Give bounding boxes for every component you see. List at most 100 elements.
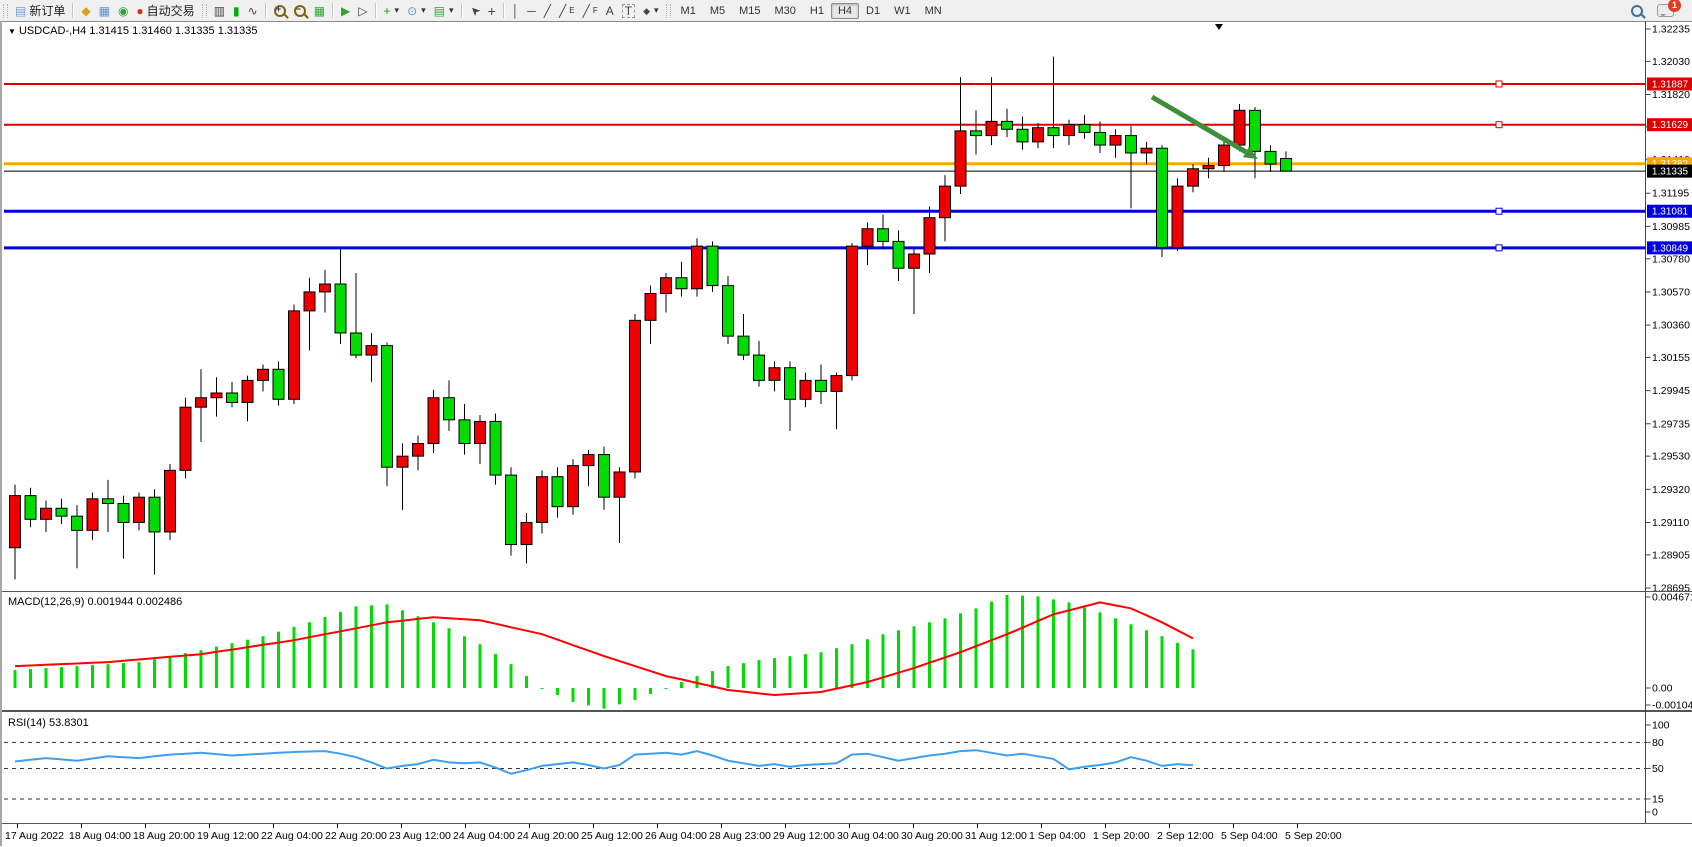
candle-body [1140, 147, 1153, 154]
bar-chart-button[interactable]: ▥ [210, 1, 229, 20]
periods-button[interactable]: ⊙ ▾ [403, 1, 430, 20]
time-tick [1041, 824, 1042, 828]
macd-bar [788, 656, 792, 688]
cursor-button[interactable]: ➤ [466, 1, 484, 20]
search-icon[interactable] [1631, 4, 1643, 17]
timeframe-w1[interactable]: W1 [894, 4, 911, 17]
macd-bar [478, 644, 482, 688]
toolbar-grip[interactable] [3, 3, 8, 18]
candle [443, 380, 455, 431]
new-order-button[interactable]: ▤ 新订单 [11, 1, 69, 20]
line-chart-button[interactable]: ∿ [244, 1, 262, 20]
macd-bar [1036, 596, 1040, 688]
candle-body [520, 521, 533, 546]
price-tick-label: 1.32030 [1652, 56, 1690, 68]
horizontal-line-button[interactable]: ─ [523, 1, 540, 20]
candle-body [86, 498, 99, 531]
candle [474, 415, 486, 465]
candlestick-button[interactable]: ▮ [229, 1, 244, 20]
line-handle[interactable] [1495, 207, 1503, 215]
crosshair-button[interactable]: + [484, 1, 500, 20]
data-window-button[interactable]: ▦ [95, 1, 114, 20]
arrows-button[interactable]: ◆ ▾ [639, 1, 662, 20]
macd-bar [323, 616, 327, 688]
zoom-out-button[interactable]: − [290, 1, 310, 20]
candle-body [1264, 150, 1277, 165]
rsi-panel[interactable]: 100 80 50 15 0 [2, 711, 1692, 823]
candle-body [613, 471, 626, 498]
indicators-button[interactable]: + ▾ [380, 1, 404, 20]
tile-windows-button[interactable]: ▦ [310, 1, 329, 20]
candle-body [257, 368, 269, 381]
candle-body [40, 507, 52, 520]
price-badge-box [1647, 204, 1692, 218]
text-button[interactable]: A [602, 1, 618, 20]
macd-bar [773, 658, 776, 688]
candle-body [272, 368, 285, 400]
line-handle[interactable] [1495, 80, 1503, 88]
autotrading-button[interactable]: ● 自动交易 [132, 1, 198, 20]
macd-panel[interactable]: 0.004671 0.00 -0.001044 [2, 591, 1692, 711]
horizontal-line[interactable] [4, 80, 1646, 88]
horizontal-line[interactable] [4, 207, 1646, 215]
timeframe-m1[interactable]: M1 [680, 4, 696, 17]
fibonacci-button[interactable]: ╱ F [579, 1, 602, 20]
candle [768, 361, 781, 392]
candle-body [381, 345, 393, 468]
macd-bar [122, 663, 125, 688]
line-handle[interactable] [1495, 244, 1503, 252]
market-watch-button[interactable]: ◆ [77, 1, 94, 20]
zoom-in-button[interactable]: + [270, 1, 290, 20]
macd-bar [292, 626, 296, 688]
candle [598, 446, 610, 510]
timeframe-d1[interactable]: D1 [866, 4, 881, 17]
timeframe-mn[interactable]: MN [924, 4, 942, 17]
trendline-icon: ╱ [543, 3, 552, 18]
toolbar-grip[interactable] [665, 3, 671, 18]
timeframe-h1[interactable]: H1 [809, 4, 824, 17]
main-chart[interactable]: 1.322351.320301.318201.316151.314101.311… [2, 21, 1692, 591]
channel-button[interactable]: ╱ E [555, 1, 579, 20]
time-label: 1 Sep 04:00 [1029, 830, 1086, 842]
timeframe-m5[interactable]: M5 [709, 4, 726, 17]
timeframe-h4[interactable]: H4 [830, 2, 860, 19]
price-badge: 1.30849 [1647, 241, 1692, 255]
price-badge-label: 1.31629 [1652, 120, 1689, 131]
candle-body [24, 495, 37, 520]
macd-bar [44, 668, 48, 688]
vertical-line-button[interactable]: │ [508, 1, 524, 20]
candle [71, 505, 83, 569]
trend-arrow[interactable] [1150, 94, 1258, 159]
candle [1202, 157, 1215, 179]
macd-bar [633, 688, 637, 700]
candle [257, 364, 269, 392]
chart-window: 1.322351.320301.318201.316151.314101.311… [0, 21, 1692, 847]
macd-bar [726, 666, 730, 688]
candle-body [1032, 127, 1044, 143]
trendline-button[interactable]: ╱ [540, 1, 555, 20]
auto-scroll-button[interactable]: ▶ [337, 1, 354, 20]
chart-shift-button[interactable]: ▷ [354, 1, 371, 20]
trend-arrow-shaft[interactable] [1150, 94, 1248, 155]
candle-body [892, 240, 905, 269]
chat-icon[interactable]: 1 [1657, 0, 1681, 17]
shift-marker[interactable] [1215, 24, 1223, 30]
timeframe-m30[interactable]: M30 [774, 4, 796, 17]
candle [1094, 121, 1106, 153]
timeframe-m15[interactable]: M15 [739, 4, 761, 17]
text-label-button[interactable]: T [618, 1, 639, 20]
signals-button[interactable]: ◉ [114, 1, 132, 20]
horizontal-line[interactable] [4, 121, 1646, 129]
candle-body [1249, 109, 1261, 152]
candle-body [458, 419, 471, 445]
time-label: 29 Aug 12:00 [773, 830, 835, 842]
horizontal-line[interactable] [4, 244, 1646, 252]
candle [412, 435, 424, 471]
candle [892, 230, 905, 281]
line-handle[interactable] [1495, 121, 1503, 129]
templates-button[interactable]: ▤ ▾ [430, 1, 458, 20]
zoom-out-icon: − [293, 4, 306, 17]
toolbar-grip[interactable] [201, 3, 207, 18]
divider [332, 3, 335, 18]
time-tick [529, 824, 530, 828]
